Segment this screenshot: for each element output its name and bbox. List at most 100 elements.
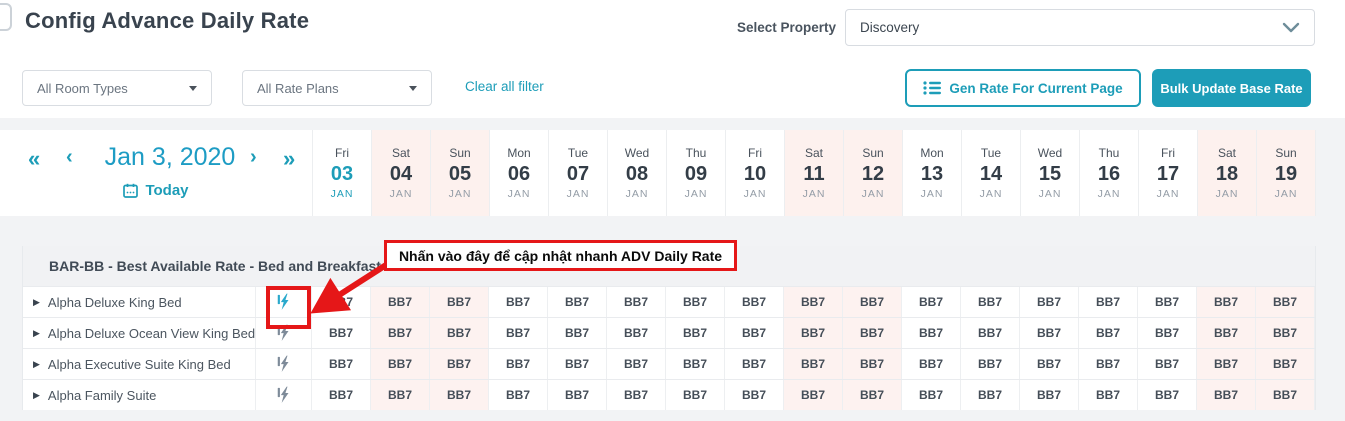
rate-cell[interactable]: BB7 [607, 380, 666, 410]
calendar-day-column[interactable]: Wed 15 JAN [1021, 130, 1080, 216]
room-name-cell[interactable]: ▶ Alpha Deluxe Ocean View King Bed [23, 318, 256, 348]
rate-cell[interactable]: BB7 [489, 318, 548, 348]
rate-cell[interactable]: BB7 [1197, 380, 1256, 410]
rate-cell[interactable]: BB7 [1256, 318, 1315, 348]
calendar-day-column[interactable]: Sat 04 JAN [372, 130, 431, 216]
rate-cell[interactable]: BB7 [902, 349, 961, 379]
calendar-day-column[interactable]: Mon 06 JAN [490, 130, 549, 216]
rate-cell[interactable]: BB7 [784, 380, 843, 410]
rate-cell[interactable]: BB7 [1138, 318, 1197, 348]
rate-cell[interactable]: BB7 [489, 287, 548, 317]
rate-cell[interactable]: BB7 [843, 318, 902, 348]
rate-cell[interactable]: BB7 [371, 318, 430, 348]
rate-cell[interactable]: BB7 [607, 349, 666, 379]
rate-cell[interactable]: BB7 [725, 349, 784, 379]
rate-cell[interactable]: BB7 [489, 380, 548, 410]
rate-cell[interactable]: BB7 [430, 287, 489, 317]
rate-cell[interactable]: BB7 [961, 349, 1020, 379]
prev-day-arrow[interactable]: ‹ [66, 146, 73, 168]
rate-cell[interactable]: BB7 [666, 318, 725, 348]
calendar-day-column[interactable]: Sun 19 JAN [1257, 130, 1316, 216]
rate-cell[interactable]: BB7 [548, 349, 607, 379]
rate-cell[interactable]: BB7 [725, 318, 784, 348]
rate-cell[interactable]: BB7 [784, 349, 843, 379]
rate-cell[interactable]: BB7 [607, 287, 666, 317]
calendar-day-column[interactable]: Sat 18 JAN [1198, 130, 1257, 216]
rate-cell[interactable]: BB7 [666, 349, 725, 379]
rate-plans-dropdown[interactable]: All Rate Plans [242, 70, 432, 106]
room-name-cell[interactable]: ▶ Alpha Deluxe King Bed [23, 287, 256, 317]
room-name-cell[interactable]: ▶ Alpha Executive Suite King Bed [23, 349, 256, 379]
rate-cell[interactable]: BB7 [1020, 349, 1079, 379]
rate-cell[interactable]: BB7 [607, 318, 666, 348]
rate-cell[interactable]: BB7 [430, 380, 489, 410]
calendar-day-column[interactable]: Tue 07 JAN [549, 130, 608, 216]
rate-cell[interactable]: BB7 [1020, 287, 1079, 317]
rate-cell[interactable]: BB7 [784, 287, 843, 317]
calendar-day-column[interactable]: Sat 11 JAN [785, 130, 844, 216]
rate-cell[interactable]: BB7 [312, 380, 371, 410]
calendar-day-column[interactable]: Fri 10 JAN [726, 130, 785, 216]
rate-cell[interactable]: BB7 [902, 287, 961, 317]
calendar-day-column[interactable]: Tue 14 JAN [962, 130, 1021, 216]
calendar-day-column[interactable]: Wed 08 JAN [608, 130, 667, 216]
quick-update-bolt-button[interactable] [256, 349, 312, 379]
rate-cell[interactable]: BB7 [961, 380, 1020, 410]
room-name-cell[interactable]: ▶ Alpha Family Suite [23, 380, 256, 410]
next-day-arrow[interactable]: › [250, 146, 257, 168]
rate-cell[interactable]: BB7 [961, 287, 1020, 317]
room-types-dropdown[interactable]: All Room Types [22, 70, 212, 106]
rate-cell[interactable]: BB7 [312, 318, 371, 348]
bulk-update-base-rate-button[interactable]: Bulk Update Base Rate [1152, 69, 1311, 107]
calendar-day-column[interactable]: Fri 17 JAN [1139, 130, 1198, 216]
rate-cell[interactable]: BB7 [1256, 287, 1315, 317]
rate-cell[interactable]: BB7 [1138, 349, 1197, 379]
rate-cell[interactable]: BB7 [961, 318, 1020, 348]
rate-cell[interactable]: BB7 [1079, 349, 1138, 379]
rate-cell[interactable]: BB7 [430, 318, 489, 348]
rate-cell[interactable]: BB7 [1197, 349, 1256, 379]
rate-cell[interactable]: BB7 [1197, 318, 1256, 348]
rate-cell[interactable]: BB7 [1138, 380, 1197, 410]
rate-cell[interactable]: BB7 [312, 287, 371, 317]
calendar-day-column[interactable]: Thu 16 JAN [1080, 130, 1139, 216]
rate-cell[interactable]: BB7 [1256, 380, 1315, 410]
current-date-label[interactable]: Jan 3, 2020 [104, 143, 236, 171]
rate-cell[interactable]: BB7 [1020, 318, 1079, 348]
rate-cell[interactable]: BB7 [843, 287, 902, 317]
calendar-day-column[interactable]: Sun 05 JAN [431, 130, 490, 216]
rate-cell[interactable]: BB7 [725, 287, 784, 317]
rate-cell[interactable]: BB7 [548, 287, 607, 317]
rate-cell[interactable]: BB7 [902, 318, 961, 348]
rate-cell[interactable]: BB7 [725, 380, 784, 410]
rate-cell[interactable]: BB7 [666, 380, 725, 410]
rate-cell[interactable]: BB7 [548, 318, 607, 348]
menu-button-fragment[interactable] [0, 3, 12, 31]
quick-update-bolt-button[interactable] [256, 380, 312, 410]
rate-cell[interactable]: BB7 [1079, 380, 1138, 410]
rate-cell[interactable]: BB7 [371, 287, 430, 317]
calendar-day-column[interactable]: Sun 12 JAN [844, 130, 903, 216]
rate-cell[interactable]: BB7 [312, 349, 371, 379]
today-button[interactable]: Today [0, 182, 312, 199]
rate-cell[interactable]: BB7 [843, 380, 902, 410]
rate-cell[interactable]: BB7 [843, 349, 902, 379]
rate-cell[interactable]: BB7 [1020, 380, 1079, 410]
calendar-day-column[interactable]: Thu 09 JAN [667, 130, 726, 216]
rate-cell[interactable]: BB7 [1256, 349, 1315, 379]
rate-cell[interactable]: BB7 [371, 349, 430, 379]
rate-cell[interactable]: BB7 [1197, 287, 1256, 317]
clear-all-filter-link[interactable]: Clear all filter [465, 79, 544, 94]
rate-cell[interactable]: BB7 [548, 380, 607, 410]
rate-cell[interactable]: BB7 [784, 318, 843, 348]
calendar-day-column[interactable]: Fri 03 JAN [312, 130, 372, 216]
rate-cell[interactable]: BB7 [489, 349, 548, 379]
rate-cell[interactable]: BB7 [666, 287, 725, 317]
rate-cell[interactable]: BB7 [902, 380, 961, 410]
rate-cell[interactable]: BB7 [430, 349, 489, 379]
rate-cell[interactable]: BB7 [1079, 287, 1138, 317]
calendar-day-column[interactable]: Mon 13 JAN [903, 130, 962, 216]
property-select[interactable]: Discovery [845, 9, 1315, 46]
rate-cell[interactable]: BB7 [1079, 318, 1138, 348]
gen-rate-button[interactable]: Gen Rate For Current Page [905, 69, 1141, 107]
